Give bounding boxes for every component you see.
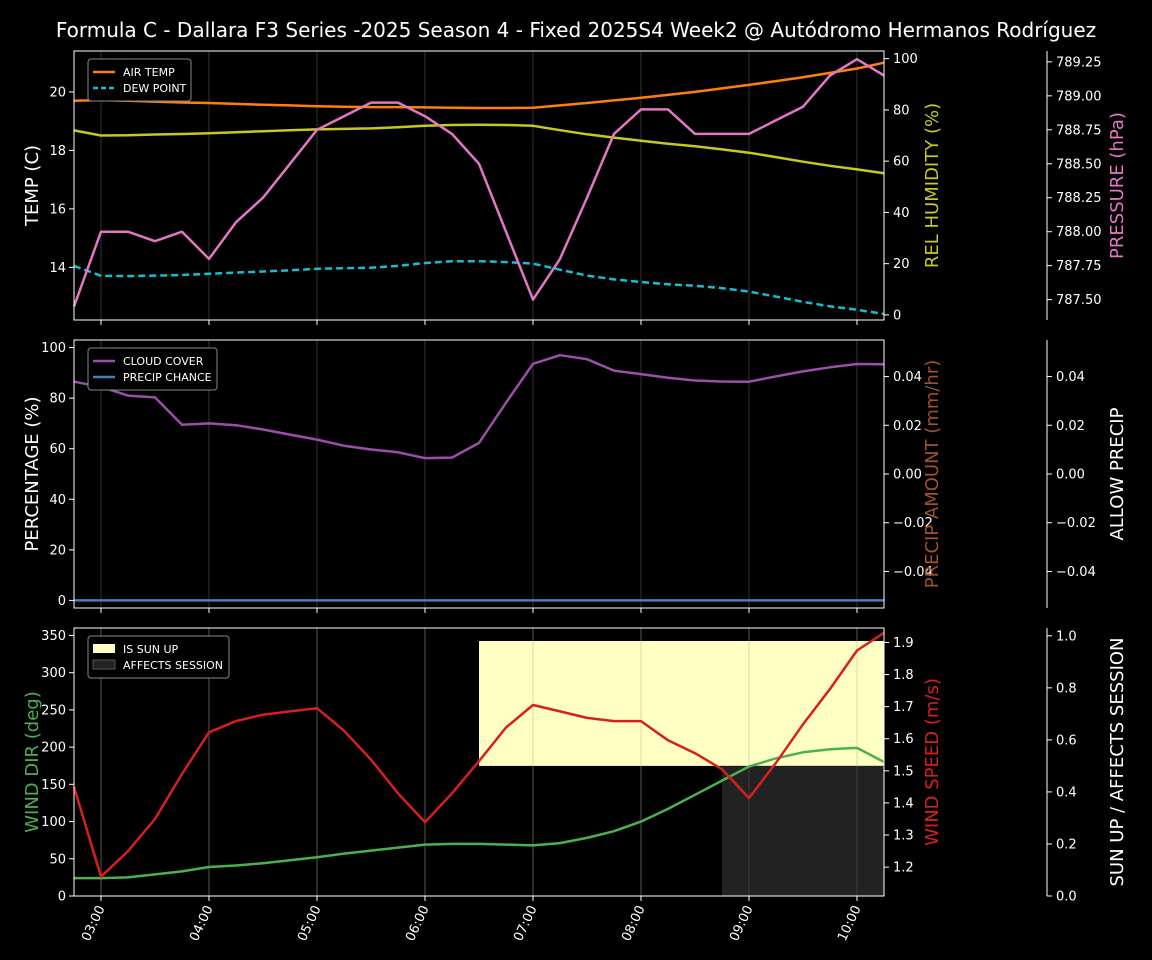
legend-label: AIR TEMP	[123, 66, 175, 79]
figure-title: Formula C - Dallara F3 Series -2025 Seas…	[56, 18, 1096, 42]
y2-tick-label: 40	[893, 206, 910, 221]
y3-tick-label: 788.50	[1056, 157, 1102, 172]
y3-tick-label: 787.50	[1056, 293, 1102, 308]
y-tick-label: 200	[41, 741, 66, 756]
y2-tick-label: 60	[893, 155, 910, 170]
y2-tick-label: 1.4	[893, 796, 914, 811]
y-tick-label: 0	[58, 890, 66, 905]
y2-tick-label: 0.02	[893, 419, 922, 434]
y2-tick-label: 1.5	[893, 764, 914, 779]
legend-label: DEW POINT	[123, 82, 187, 95]
y2-tick-label: 1.8	[893, 668, 914, 683]
y-tick-label: 0	[58, 594, 66, 609]
y3-tick-label: 788.75	[1056, 123, 1102, 138]
y3-tick-label: 0.00	[1056, 468, 1085, 483]
y-tick-label: 150	[41, 778, 66, 793]
legend: IS SUN UP AFFECTS SESSION	[87, 635, 230, 679]
y2-tick-label: 1.2	[893, 861, 914, 876]
y-tick-label: 20	[49, 543, 66, 558]
y2-tick-label: 1.3	[893, 829, 914, 844]
y2-tick-label: 0.04	[893, 370, 922, 385]
legend-swatch	[92, 659, 116, 670]
y2-tick-label: 20	[893, 257, 910, 272]
legend-label: AFFECTS SESSION	[123, 659, 223, 672]
sun-up-span	[479, 641, 884, 766]
y2-tick-label: 100	[893, 52, 918, 67]
y2-tick-label: −0.04	[893, 565, 933, 580]
y-tick-label: 300	[41, 666, 66, 681]
y2-tick-label: 0.00	[893, 468, 922, 483]
y3-tick-label: 789.00	[1056, 89, 1102, 104]
series-line-pressure	[72, 57, 885, 307]
legend: CLOUD COVER PRECIP CHANCE	[87, 347, 218, 391]
y3-tick-label: 0.2	[1056, 837, 1077, 852]
y2-tick-label: 1.9	[893, 636, 914, 651]
y3-tick-label: 0.0	[1056, 890, 1077, 905]
y-tick-label: 250	[41, 703, 66, 718]
series-line-dew-point	[73, 259, 885, 316]
y2-tick-label: 0	[893, 308, 901, 323]
y3-tick-label: 0.6	[1056, 733, 1077, 748]
series-line-wind-speed	[72, 631, 885, 878]
y3-tick-label: 788.00	[1056, 225, 1102, 240]
series-line-humidity	[73, 123, 885, 175]
wind-panel: 0 50 100 150 200 250 300 350 1.2 1.3 1.4 1.5 1.6 1.7 1…	[22, 627, 1128, 944]
y-axis-label: TEMP (C)	[22, 145, 43, 227]
series-line-cloud	[73, 353, 885, 460]
y3-tick-label: 0.8	[1056, 681, 1077, 696]
legend-label: IS SUN UP	[123, 643, 179, 656]
legend-box	[87, 347, 218, 391]
y-axis-label: PERCENTAGE (%)	[22, 396, 43, 551]
y3-tick-label: 0.04	[1056, 370, 1085, 385]
cloud-panel: 0 20 40 60 80 100 −0.04 −0.02 0.00 0.02 0.04 −0.04 −…	[22, 339, 1128, 613]
y2-tick-label: −0.02	[893, 516, 933, 531]
y-tick-label: 16	[49, 202, 66, 217]
y-tick-label: 350	[41, 629, 66, 644]
y2-axis-label: REL HUMIDITY (%)	[922, 103, 943, 268]
y3-axis-label: PRESSURE (hPa)	[1107, 112, 1128, 259]
y3-tick-label: 789.25	[1056, 55, 1102, 70]
affects-session-span	[722, 765, 884, 896]
y-axis-label: WIND DIR (deg)	[22, 691, 43, 833]
y3-tick-label: −0.04	[1056, 565, 1096, 580]
y2-tick-label: 1.6	[893, 732, 914, 747]
y-tick-label: 80	[49, 392, 66, 407]
y3-tick-label: 1.0	[1056, 629, 1077, 644]
y3-axis-label: SUN UP / AFFECTS SESSION	[1107, 637, 1128, 886]
legend: AIR TEMP DEW POINT	[87, 58, 192, 102]
y-tick-label: 60	[49, 442, 66, 457]
y3-tick-label: 788.25	[1056, 191, 1102, 206]
y3-tick-label: −0.02	[1056, 516, 1096, 531]
y3-tick-label: 0.02	[1056, 419, 1085, 434]
legend-box	[87, 635, 230, 679]
legend-swatch	[93, 644, 115, 653]
y2-tick-label: 80	[893, 103, 910, 118]
series-line-air-temp	[73, 61, 885, 110]
y-tick-label: 50	[49, 852, 66, 867]
temperature-panel: 14 16 18 20 0 20 40 60 80 100 787.50 787.75 788.00 78…	[22, 50, 1128, 325]
y2-tick-label: 1.7	[893, 700, 914, 715]
axes-frame	[73, 50, 885, 321]
y-tick-label: 18	[49, 144, 66, 159]
y3-tick-label: 787.75	[1056, 259, 1102, 274]
legend-label: CLOUD COVER	[123, 355, 204, 368]
y-tick-label: 40	[49, 493, 66, 508]
y3-axis-label: ALLOW PRECIP	[1107, 407, 1128, 540]
series-line-wind-dir	[74, 746, 885, 880]
y3-tick-label: 0.4	[1056, 785, 1077, 800]
legend-box	[87, 58, 192, 102]
y2-axis-label: PRECIP AMOUNT (mm/hr)	[922, 360, 943, 589]
legend-label: PRECIP CHANCE	[123, 371, 212, 384]
y-tick-label: 100	[41, 341, 66, 356]
axes-frame	[73, 627, 885, 897]
y2-axis-label: WIND SPEED (m/s)	[922, 678, 943, 846]
y-tick-label: 14	[49, 261, 66, 276]
y-tick-label: 20	[49, 85, 66, 100]
y-tick-label: 100	[41, 815, 66, 830]
